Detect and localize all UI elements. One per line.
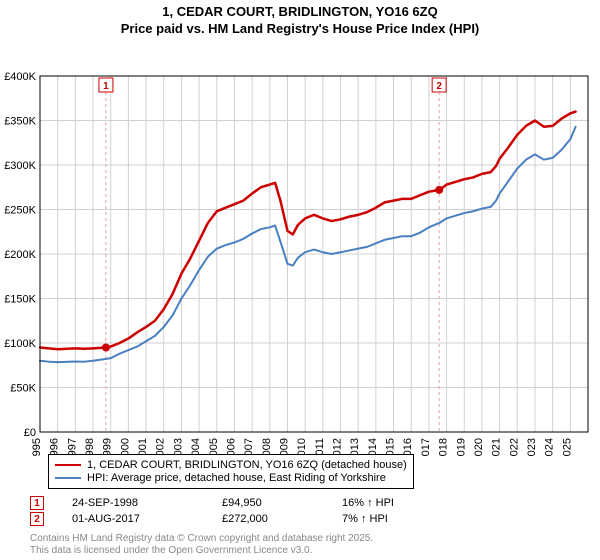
legend: 1, CEDAR COURT, BRIDLINGTON, YO16 6ZQ (d… [48, 454, 414, 489]
svg-text:2020: 2020 [473, 438, 485, 456]
svg-text:£0: £0 [24, 427, 36, 439]
event-row-2: 2 01-AUG-2017 £272,000 7% ↑ HPI [30, 512, 394, 526]
legend-label-2: HPI: Average price, detached house, East… [87, 472, 386, 484]
svg-text:2024: 2024 [544, 438, 556, 456]
footer: Contains HM Land Registry data © Crown c… [30, 533, 373, 556]
chart-plot: £0 £50K £100K £150K £200K £250K £300K £350K £400… [0, 36, 600, 456]
event-date-1: 24-SEP-1998 [72, 497, 222, 509]
svg-text:2023: 2023 [526, 438, 538, 456]
svg-text:2025: 2025 [561, 438, 573, 456]
svg-text:1: 1 [103, 81, 109, 92]
chart-title-line2: Price paid vs. HM Land Registry's House … [0, 21, 600, 36]
svg-text:2017: 2017 [420, 438, 432, 456]
svg-text:£250K: £250K [4, 205, 36, 217]
svg-text:2019: 2019 [455, 438, 467, 456]
legend-swatch-2 [55, 477, 81, 479]
svg-text:£150K: £150K [4, 294, 36, 306]
svg-text:2: 2 [436, 81, 442, 92]
event-price-2: £272,000 [222, 513, 342, 525]
event-date-2: 01-AUG-2017 [72, 513, 222, 525]
event-list: 1 24-SEP-1998 £94,950 16% ↑ HPI 2 01-AUG… [30, 494, 394, 528]
footer-line1: Contains HM Land Registry data © Crown c… [30, 533, 373, 545]
svg-text:2021: 2021 [491, 438, 503, 456]
svg-text:2022: 2022 [508, 438, 520, 456]
event-pct-2: 7% ↑ HPI [342, 513, 388, 525]
chart-titles: 1, CEDAR COURT, BRIDLINGTON, YO16 6ZQ Pr… [0, 0, 600, 36]
event-row-1: 1 24-SEP-1998 £94,950 16% ↑ HPI [30, 496, 394, 510]
svg-text:2018: 2018 [438, 438, 450, 456]
legend-label-1: 1, CEDAR COURT, BRIDLINGTON, YO16 6ZQ (d… [87, 459, 407, 471]
svg-text:1995: 1995 [31, 438, 43, 456]
footer-line2: This data is licensed under the Open Gov… [30, 545, 373, 557]
chart-container: 1, CEDAR COURT, BRIDLINGTON, YO16 6ZQ Pr… [0, 0, 600, 560]
svg-text:£50K: £50K [10, 383, 36, 395]
legend-swatch-1 [55, 464, 81, 466]
legend-row-2: HPI: Average price, detached house, East… [55, 472, 407, 484]
svg-text:£350K: £350K [4, 116, 36, 128]
svg-text:£300K: £300K [4, 160, 36, 172]
svg-text:£400K: £400K [4, 71, 36, 83]
svg-text:£200K: £200K [4, 249, 36, 261]
chart-title-line1: 1, CEDAR COURT, BRIDLINGTON, YO16 6ZQ [0, 4, 600, 19]
svg-text:£100K: £100K [4, 338, 36, 350]
event-marker-1: 1 [30, 496, 44, 510]
event-pct-1: 16% ↑ HPI [342, 497, 394, 509]
event-marker-2: 2 [30, 512, 44, 526]
event-price-1: £94,950 [222, 497, 342, 509]
legend-row-1: 1, CEDAR COURT, BRIDLINGTON, YO16 6ZQ (d… [55, 459, 407, 471]
